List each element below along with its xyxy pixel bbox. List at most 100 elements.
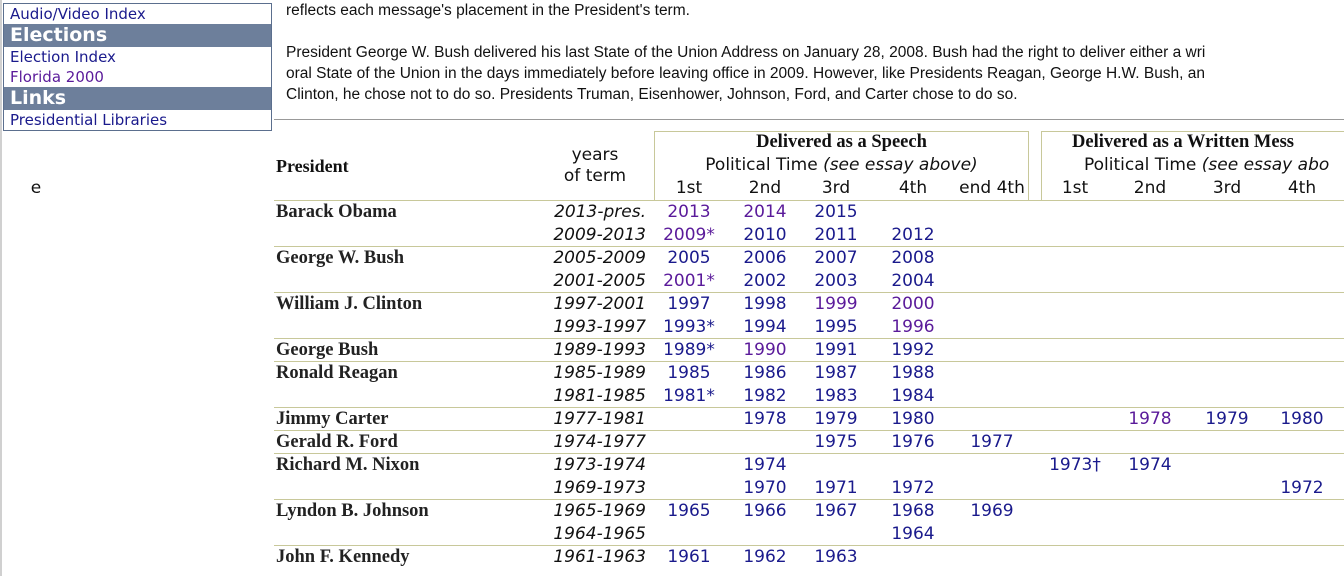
year-link[interactable]: 1999 xyxy=(814,294,858,314)
year-link[interactable]: 1985 xyxy=(667,363,711,383)
ordinal-column-header: 3rd xyxy=(1212,178,1242,198)
year-link[interactable]: 1972 xyxy=(1280,478,1324,498)
written-group-subtitle: Political Time (see essay abo xyxy=(1084,155,1329,175)
written-group-title: Delivered as a Written Mess xyxy=(1072,132,1294,152)
year-link[interactable]: 2003 xyxy=(814,271,858,291)
table-row: Ronald Reagan 1985-1989 1985 1986 1987 1988 xyxy=(274,362,1344,385)
row-separator xyxy=(274,361,1344,362)
year-link[interactable]: 1977 xyxy=(970,432,1014,452)
written-subtitle-plain: Political Time xyxy=(1084,155,1202,175)
row-separator xyxy=(274,246,1344,247)
speech-subtitle-plain: Political Time xyxy=(705,155,824,175)
ordinal-column-header: e xyxy=(30,178,42,198)
table-row: 2009-2013 2009* 2010 2011 2012 xyxy=(274,224,1344,247)
year-link[interactable]: 1990 xyxy=(743,340,787,360)
year-link[interactable]: 2012 xyxy=(891,225,935,245)
year-link[interactable]: 2007 xyxy=(814,248,858,268)
ordinal-column-header: 4th xyxy=(898,178,928,198)
term-years: 1977-1981 xyxy=(553,409,646,429)
year-link[interactable]: 1965 xyxy=(667,501,711,521)
sidebar-link[interactable]: Presidential Libraries xyxy=(10,111,168,129)
year-link[interactable]: 1995 xyxy=(814,317,858,337)
year-link[interactable]: 1996 xyxy=(891,317,935,337)
year-link[interactable]: 2014 xyxy=(743,202,787,222)
president-name: George W. Bush xyxy=(276,248,404,268)
president-name: Ronald Reagan xyxy=(276,363,398,383)
year-link[interactable]: 1989* xyxy=(663,340,715,360)
year-link[interactable]: 1994 xyxy=(743,317,787,337)
year-link[interactable]: 1998 xyxy=(743,294,787,314)
table-row: Barack Obama 2013-pres. 2013 2014 2015 xyxy=(274,201,1344,224)
row-separator xyxy=(274,499,1344,500)
year-link[interactable]: 1993* xyxy=(663,317,715,337)
year-link[interactable]: 1974 xyxy=(743,455,787,475)
year-link[interactable]: 1982 xyxy=(743,386,787,406)
year-link[interactable]: 2006 xyxy=(743,248,787,268)
year-link[interactable]: 2011 xyxy=(814,225,858,245)
year-link[interactable]: 1984 xyxy=(891,386,935,406)
year-link[interactable]: 1961 xyxy=(667,547,711,567)
year-link[interactable]: 1979 xyxy=(814,409,858,429)
year-link[interactable]: 1997 xyxy=(667,294,711,314)
term-years: 1985-1989 xyxy=(553,363,646,383)
year-link[interactable]: 1966 xyxy=(743,501,787,521)
year-link[interactable]: 2015 xyxy=(814,202,858,222)
term-years: 1981-1985 xyxy=(553,386,646,406)
year-link[interactable]: 1970 xyxy=(743,478,787,498)
year-link[interactable]: 1971 xyxy=(814,478,858,498)
speech-group-title: Delivered as a Speech xyxy=(756,132,927,152)
sidebar-link[interactable]: Election Index xyxy=(10,48,116,66)
term-years: 2005-2009 xyxy=(553,248,646,268)
year-link[interactable]: 1963 xyxy=(814,547,858,567)
row-separator xyxy=(274,407,1344,408)
year-link[interactable]: 1980 xyxy=(1280,409,1324,429)
year-link[interactable]: 1975 xyxy=(814,432,858,452)
speech-subtitle-italic: (see essay above) xyxy=(823,155,978,175)
year-link[interactable]: 1978 xyxy=(1128,409,1172,429)
table-row: 1969-1973 1970 1971 1972 1972 xyxy=(274,477,1344,500)
year-link[interactable]: 2001* xyxy=(663,271,715,291)
year-link[interactable]: 1968 xyxy=(891,501,935,521)
year-link[interactable]: 1964 xyxy=(891,524,935,544)
term-years: 2001-2005 xyxy=(553,271,646,291)
year-link[interactable]: 1969 xyxy=(970,501,1014,521)
year-link[interactable]: 2002 xyxy=(743,271,787,291)
table-row: 1964-1965 1964 xyxy=(274,523,1344,546)
president-name: George Bush xyxy=(276,340,379,360)
sidebar-link[interactable]: Florida 2000 xyxy=(10,68,104,86)
year-link[interactable]: 2010 xyxy=(743,225,787,245)
year-link[interactable]: 1987 xyxy=(814,363,858,383)
year-link[interactable]: 1991 xyxy=(814,340,858,360)
year-link[interactable]: 1988 xyxy=(891,363,935,383)
year-link[interactable]: 1992 xyxy=(891,340,935,360)
row-separator xyxy=(274,453,1344,454)
year-link[interactable]: 2000 xyxy=(891,294,935,314)
year-link[interactable]: 1974 xyxy=(1128,455,1172,475)
year-link[interactable]: 1981* xyxy=(663,386,715,406)
year-link[interactable]: 1978 xyxy=(743,409,787,429)
sidebar-link[interactable]: Audio/Video Index xyxy=(10,5,146,23)
year-link[interactable]: 1976 xyxy=(891,432,935,452)
year-link[interactable]: 1967 xyxy=(814,501,858,521)
ordinal-column-header: 1st xyxy=(1061,178,1089,198)
year-link[interactable]: 1962 xyxy=(743,547,787,567)
written-group-box xyxy=(1041,131,1344,201)
term-years: 1997-2001 xyxy=(553,294,646,314)
term-years: 1965-1969 xyxy=(553,501,646,521)
year-link[interactable]: 2013 xyxy=(667,202,711,222)
year-link[interactable]: 1980 xyxy=(891,409,935,429)
year-link[interactable]: 1979 xyxy=(1205,409,1249,429)
year-link[interactable]: 1973† xyxy=(1049,455,1101,475)
year-link[interactable]: 1972 xyxy=(891,478,935,498)
year-link[interactable]: 1983 xyxy=(814,386,858,406)
year-link[interactable]: 2008 xyxy=(891,248,935,268)
year-link[interactable]: 2005 xyxy=(667,248,711,268)
table-row: Jimmy Carter 1977-1981 1978 1979 1980 1978 197… xyxy=(274,408,1344,431)
year-link[interactable]: 1986 xyxy=(743,363,787,383)
term-years: 1969-1973 xyxy=(553,478,646,498)
ordinal-column-header: 2nd xyxy=(748,178,782,198)
year-link[interactable]: 2009* xyxy=(663,225,715,245)
year-link[interactable]: 2004 xyxy=(891,271,935,291)
table-row: 1981-1985 1981* 1982 1983 1984 xyxy=(274,385,1344,408)
row-separator xyxy=(274,545,1344,546)
